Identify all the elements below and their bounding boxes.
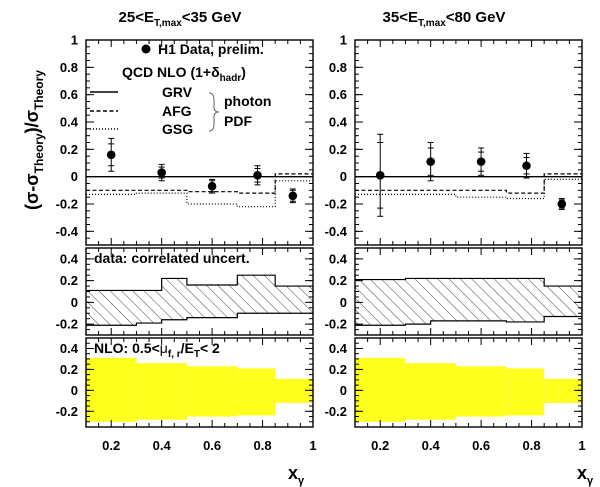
- x-tick-label: 0.4: [422, 438, 441, 453]
- x-axis-label-right: xγ: [577, 463, 594, 487]
- correlated-uncert-band: [355, 278, 582, 326]
- data-point: [207, 181, 217, 191]
- y-axis-label: (σ-σTheory)/σTheory: [22, 70, 46, 210]
- data-point: [106, 150, 116, 160]
- legend-grv-label: GRV: [162, 84, 193, 100]
- y-tick-label: 0.4: [60, 341, 79, 356]
- correlated-uncert-upper: [86, 274, 313, 292]
- legend-pdf-label: PDF: [224, 113, 252, 129]
- y-tick-label: -0.2: [325, 317, 347, 332]
- top-panel-frame: [354, 39, 583, 246]
- y-tick-label: 0.4: [329, 251, 348, 266]
- data-point: [157, 168, 166, 177]
- scale-uncert-bin: [506, 368, 545, 416]
- x-tick-label: 0.8: [254, 438, 272, 453]
- x-tick-label: 1: [578, 438, 585, 453]
- x-axis-label-left: xγ: [288, 463, 305, 487]
- y-tick-label: 0.2: [60, 362, 78, 377]
- scale-uncert-bin: [237, 368, 276, 416]
- y-tick-label: 1: [340, 33, 347, 48]
- y-tick-label: 0.2: [329, 142, 347, 157]
- x-tick-label: 0.6: [203, 438, 221, 453]
- y-tick-label: 0.4: [329, 341, 348, 356]
- scale-uncert-bin: [544, 378, 582, 403]
- legend-afg-label: AFG: [162, 103, 192, 119]
- legend-data-label: H1 Data, prelim.: [158, 41, 264, 57]
- y-tick-label: 0: [71, 295, 78, 310]
- y-tick-label: 0.6: [329, 87, 347, 102]
- y-tick-label: 0.4: [60, 251, 79, 266]
- y-tick-label: 0.8: [329, 60, 347, 75]
- y-tick-label: 0.2: [329, 362, 347, 377]
- x-tick-label: 0.6: [472, 438, 490, 453]
- legend-data-marker: [141, 44, 151, 54]
- y-tick-label: -0.4: [325, 224, 348, 239]
- y-tick-label: 0: [71, 169, 78, 184]
- y-tick-label: -0.2: [56, 404, 78, 419]
- x-tick-label: 0.2: [371, 438, 389, 453]
- correlated-uncert-lower: [86, 312, 313, 326]
- y-tick-label: 0: [340, 169, 347, 184]
- y-tick-label: 0: [340, 295, 347, 310]
- scale-uncert-bin: [355, 357, 406, 422]
- x-tick-label: 0.4: [153, 438, 172, 453]
- y-tick-label: 0.2: [60, 273, 78, 288]
- correlated-uncert-label: data: correlated uncert.: [94, 250, 250, 266]
- y-tick-label: 0.2: [329, 273, 347, 288]
- data-point: [557, 199, 567, 209]
- left-column-title: 25<ET,max<35 GeV: [119, 9, 242, 29]
- x-tick-label: 0.8: [523, 438, 541, 453]
- data-point: [522, 161, 531, 171]
- scale-uncert-bin: [405, 363, 456, 420]
- scale-uncert-bin: [186, 366, 238, 417]
- y-tick-label: 0.6: [60, 87, 78, 102]
- scale-uncert-bin: [136, 363, 187, 420]
- scale-uncert-bin: [455, 366, 507, 417]
- data-point: [253, 171, 262, 180]
- legend-gsg-label: GSG: [162, 121, 193, 137]
- correlated-uncert-lower: [355, 315, 582, 326]
- chart-marks: [86, 133, 582, 326]
- y-tick-label: 0.2: [60, 142, 78, 157]
- right-column-title: 35<ET,max<80 GeV: [383, 9, 506, 29]
- scale-uncert-bin: [275, 378, 313, 403]
- legend-theory-label: QCD NLO (1+δhadr): [122, 64, 246, 84]
- y-tick-label: 0.4: [329, 115, 348, 130]
- y-tick-label: -0.2: [56, 317, 78, 332]
- axis-ticks: 1 0.8 0.6 0.4 0.2 0 -0.2 -0.4 0.4 0.2 0 -0.2 0.4 0.2 0…: [56, 33, 586, 454]
- data-point: [476, 157, 486, 166]
- x-tick-label: 1: [309, 438, 316, 453]
- legend: H1 Data, prelim. QCD NLO (1+δhadr) GRV A…: [90, 41, 271, 137]
- y-tick-label: 0.8: [60, 60, 78, 75]
- data-point: [426, 157, 435, 166]
- y-tick-label: 0: [340, 383, 347, 398]
- y-tick-label: -0.2: [325, 404, 347, 419]
- scale-variation-label: NLO: 0.5<μf, r/ET< 2: [94, 340, 220, 360]
- data-point: [288, 191, 298, 201]
- y-tick-label: -0.2: [325, 197, 347, 212]
- legend-photon-label: photon: [224, 93, 271, 109]
- legend-brace: [208, 92, 220, 132]
- y-tick-label: 0.4: [60, 115, 79, 130]
- afg-step-line: [355, 173, 582, 194]
- gsg-step-line: [86, 180, 313, 208]
- y-tick-label: 1: [71, 33, 78, 48]
- scale-uncert-bin: [86, 357, 137, 422]
- data-point: [375, 171, 385, 180]
- y-tick-label: -0.2: [56, 197, 78, 212]
- correlated-uncert-upper: [355, 277, 582, 287]
- x-tick-label: 0.2: [102, 438, 120, 453]
- gsg-step-line: [355, 178, 582, 200]
- y-tick-label: -0.4: [56, 224, 79, 239]
- y-tick-label: 0: [71, 383, 78, 398]
- afg-step-line: [86, 173, 313, 194]
